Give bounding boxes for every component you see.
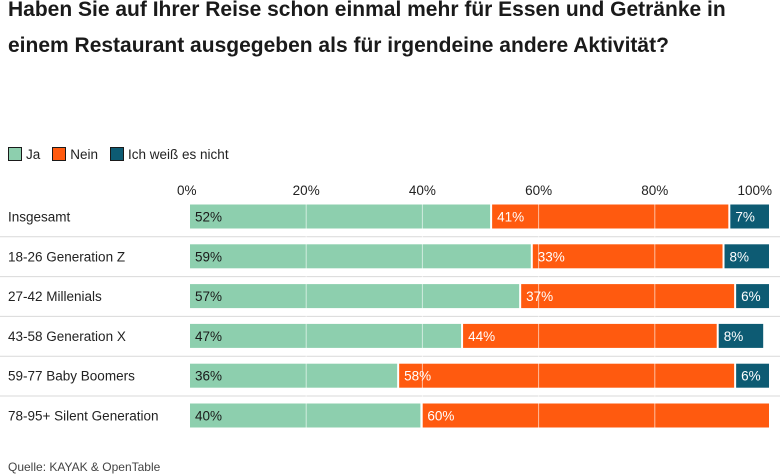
data-label: 59% [195,249,222,264]
legend-label: Ja [26,146,41,162]
x-tick-label: 60% [525,183,552,198]
legend-swatch [8,147,22,161]
bar-ich-wei-es-nicht [730,204,769,229]
bar-ja [190,323,462,348]
data-label: 52% [195,210,222,225]
data-label: 60% [427,409,454,424]
bar-ja [190,204,491,229]
data-label: 41% [497,210,524,225]
legend-item-ja: Ja [8,147,40,162]
bar-nein [463,323,717,348]
legend-label: Nein [70,146,99,162]
legend-swatch [110,147,125,161]
bar-nein [399,363,735,388]
bar-ich-wei-es-nicht [736,363,769,388]
data-label: 36% [195,369,222,384]
bar-nein [422,403,769,428]
bar-ja [190,284,520,309]
category-label: 78-95+ Silent Generation [8,409,158,424]
source-note: Quelle: KAYAK & OpenTable [8,460,161,474]
data-label: 6% [741,289,761,304]
bar-ich-wei-es-nicht [724,244,769,269]
legend-label: Ich weiß es nicht [128,146,229,162]
data-label: 47% [195,329,222,344]
data-label: 6% [741,369,761,384]
data-label: 58% [404,369,431,384]
bar-ja [190,403,421,428]
category-label: 59-77 Baby Boomers [8,369,135,384]
x-tick-label: 0% [177,183,197,198]
x-tick-label: 80% [641,183,668,198]
data-label: 44% [468,329,495,344]
bar-ich-wei-es-nicht [718,323,764,348]
x-tick-label: 100% [737,183,772,198]
legend-swatch [52,147,67,161]
data-label: 37% [526,289,553,304]
bar-nein [492,204,729,229]
bar-nein [521,284,735,309]
category-label: Insgesamt [8,210,71,225]
chart-title: Haben Sie auf Ihrer Reise schon einmal m… [8,0,726,57]
data-label: 8% [724,329,744,344]
category-label: 43-58 Generation X [8,329,126,344]
bar-ja [190,363,398,388]
data-label: 40% [195,409,222,424]
bar-ja [190,244,531,269]
data-label: 33% [538,249,565,264]
data-label: 8% [730,249,750,264]
x-tick-label: 20% [293,183,320,198]
data-label: 7% [735,210,755,225]
data-label: 57% [195,289,222,304]
category-label: 27-42 Millenials [8,289,102,304]
bar-ich-wei-es-nicht [736,284,769,309]
category-label: 18-26 Generation Z [8,249,125,264]
bar-nein [532,244,723,269]
legend-item-ich-wei-es-nicht: Ich weiß es nicht [110,147,229,162]
legend: Ja Nein Ich weiß es nicht [8,145,241,163]
x-tick-label: 40% [409,183,436,198]
legend-item-nein: Nein [52,147,98,162]
